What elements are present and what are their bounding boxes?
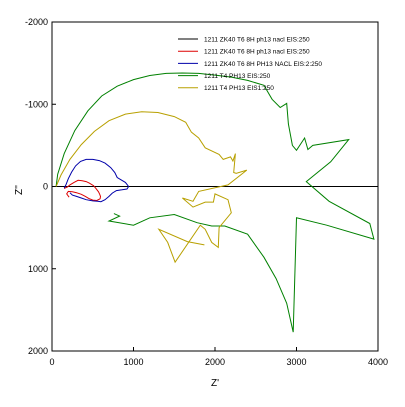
y-axis-title: Z'' (14, 185, 25, 195)
y-tick-label: 2000 (28, 346, 48, 356)
series-layer (55, 72, 375, 333)
y-tick-label: -1000 (25, 99, 48, 109)
legend-label-3: 1211 T4 PH13 EIS:250 (204, 73, 271, 80)
series-line-2 (63, 158, 130, 203)
x-axis-title: Z' (211, 378, 219, 389)
x-tick-label: 0 (49, 357, 54, 367)
y-tick-label: 1000 (28, 264, 48, 274)
x-tick-label: 1000 (123, 357, 143, 367)
x-tick-label: 2000 (205, 357, 225, 367)
x-tick-label: 4000 (368, 357, 388, 367)
legend-label-0: 1211 ZK40 T6 8H ph13 nacl EIS:250 (204, 36, 310, 43)
legend: 1211 ZK40 T6 8H ph13 nacl EIS:250 1211 ZK… (178, 36, 322, 92)
series-line-1 (63, 179, 102, 202)
y-tick-label: -2000 (25, 17, 48, 27)
x-tick-label: 3000 (286, 357, 306, 367)
legend-label-1: 1211 ZK40 T6 8H ph13 nacl EIS:250 (204, 49, 310, 56)
series-line-3 (55, 72, 375, 333)
series-line-4 (55, 111, 248, 264)
y-tick-label: 0 (43, 182, 48, 192)
legend-label-2: 1211 ZK40 T6 8H PH13 NACL EIS:2:250 (204, 61, 322, 68)
y-axis-ticks: -2000 -1000 0 1000 2000 (25, 17, 56, 356)
legend-label-4: 1211 T4 PH13 EIS1:250 (204, 85, 274, 92)
x-axis-ticks: 0 1000 2000 3000 4000 (49, 347, 388, 367)
